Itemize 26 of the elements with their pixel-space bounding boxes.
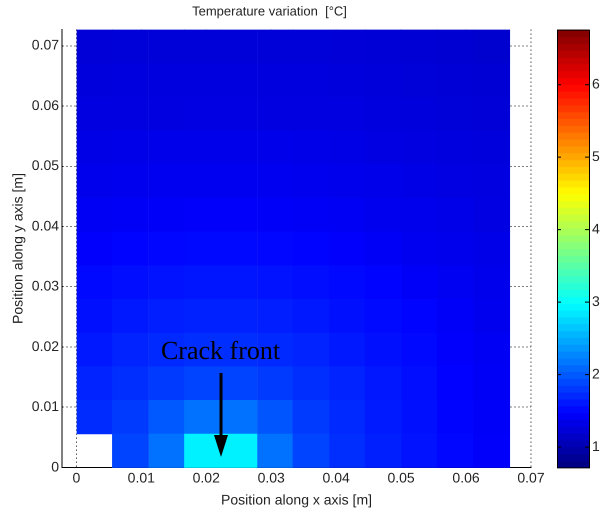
x-tick-label: 0.07 [517, 470, 545, 486]
y-tick-label: 0 [51, 458, 60, 474]
y-tick-label: 0.07 [32, 36, 60, 53]
x-tick-label: 0.05 [387, 470, 415, 486]
y-axis-title: Position along y axis [m] [9, 173, 26, 324]
y-tick-label: 0.05 [32, 157, 60, 174]
y-tick-label: 0.01 [32, 398, 60, 414]
x-tick-label: 0.04 [322, 470, 350, 486]
color-bar-label: 1 [592, 438, 600, 454]
x-tick-label: 0.02 [192, 470, 220, 486]
color-bar-label: 6 [592, 76, 600, 92]
color-bar-label: 4 [592, 220, 600, 237]
y-tick-label: 0.04 [32, 217, 60, 234]
x-tick-label: 0 [72, 470, 80, 486]
x-axis-title: Position along x axis [m] [221, 491, 372, 508]
x-tick-label: 0.06 [452, 470, 480, 486]
y-tick-label: 0.03 [32, 278, 60, 294]
y-tick-label: 0.02 [32, 338, 60, 354]
color-bar-label: 2 [592, 365, 600, 382]
color-bar-label: 5 [592, 148, 600, 164]
annotation: Crack front [160, 336, 280, 366]
chart-title: Temperature variation [°C] [192, 3, 347, 18]
color-bar-label: 3 [592, 292, 600, 309]
x-tick-label: 0.01 [128, 470, 156, 486]
y-tick-label: 0.06 [32, 96, 60, 113]
x-tick-label: 0.03 [258, 470, 286, 486]
